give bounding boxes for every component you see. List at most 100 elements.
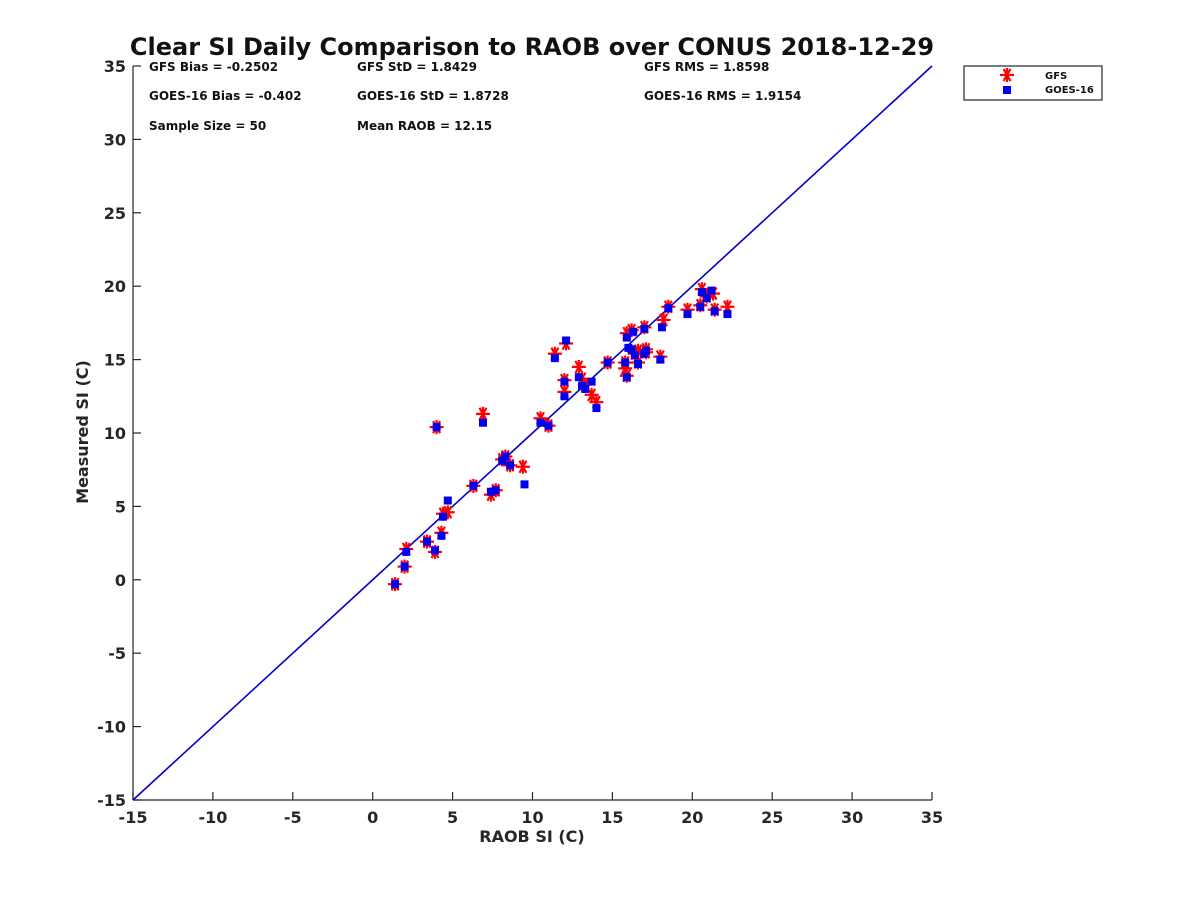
goes16-point [697, 288, 706, 297]
y-tick-label: -5 [108, 644, 126, 663]
legend-gfs-symbol [1000, 68, 1014, 82]
y-tick-label: 20 [104, 277, 126, 296]
y-axis-label: Measured SI (C) [73, 360, 92, 504]
statistics-annotations: GFS Bias = -0.2502 GFS StD = 1.8429 GFS RM… [149, 60, 801, 133]
goes16-point [640, 324, 649, 333]
y-axis-ticks: -15 -10 -5 0 5 10 15 20 25 30 35 [97, 57, 141, 810]
x-tick-label: 0 [367, 808, 378, 827]
x-tick-label: -5 [284, 808, 302, 827]
goes16-point [550, 354, 559, 363]
goes16-point [622, 333, 631, 342]
chart-title: Clear SI Daily Comparison to RAOB over C… [130, 33, 934, 61]
goes16-point [491, 486, 500, 495]
plot-area: -15 -10 -5 0 5 10 15 20 25 30 35 -15 -10 -5 0 5 10 15 20 2… [97, 57, 943, 827]
x-tick-label: -10 [198, 808, 227, 827]
goes16-point [624, 343, 633, 352]
y-tick-label: -15 [97, 791, 126, 810]
stat-goes-std: GOES-16 StD = 1.8728 [357, 89, 509, 103]
goes16-point [443, 496, 452, 505]
goes16-point [664, 304, 673, 313]
goes16-point [629, 327, 638, 336]
goes16-point [581, 384, 590, 393]
goes16-point [560, 377, 569, 386]
legend-goes16-label: GOES-16 [1045, 85, 1094, 96]
stat-gfs-rms: GFS RMS = 1.8598 [644, 60, 769, 74]
x-tick-label: 20 [681, 808, 703, 827]
gfs-point [475, 406, 490, 421]
gfs-point [571, 359, 586, 374]
goes16-point [640, 349, 649, 358]
goes16-point [696, 302, 705, 311]
goes16-point [402, 547, 411, 556]
goes16-point [431, 546, 440, 555]
goes16-point [723, 310, 732, 319]
gfs-point [515, 459, 530, 474]
y-tick-label: 25 [104, 204, 126, 223]
goes16-point [423, 537, 432, 546]
goes16-point [633, 360, 642, 369]
stat-gfs-bias: GFS Bias = -0.2502 [149, 60, 278, 74]
legend: GFS GOES-16 [963, 65, 1103, 101]
x-tick-label: 35 [921, 808, 943, 827]
goes16-point [536, 418, 545, 427]
y-tick-label: 5 [115, 497, 126, 516]
series-gfs [388, 282, 735, 592]
x-tick-label: 25 [761, 808, 783, 827]
y-tick-label: 10 [104, 424, 126, 443]
x-axis-label: RAOB SI (C) [479, 827, 584, 846]
stat-sample-size: Sample Size = 50 [149, 119, 266, 133]
legend-box [963, 65, 1103, 101]
goes16-point [683, 310, 692, 319]
goes16-point [544, 421, 553, 430]
goes16-point [592, 404, 601, 413]
goes16-point [400, 562, 409, 571]
goes16-point [439, 512, 448, 521]
goes16-point [702, 293, 711, 302]
goes16-point [498, 456, 507, 465]
legend-goes16-marker [1003, 86, 1011, 94]
stat-goes-bias: GOES-16 Bias = -0.402 [149, 89, 302, 103]
legend-goes16-symbol [1003, 86, 1011, 94]
y-tick-label: 30 [104, 130, 126, 149]
x-tick-label: 10 [521, 808, 543, 827]
goes16-point [432, 423, 441, 432]
goes16-point [621, 358, 630, 367]
one-to-one-line [132, 65, 933, 801]
y-tick-label: 35 [104, 57, 126, 76]
goes16-point [520, 480, 529, 489]
gfs-point [440, 505, 455, 520]
goes16-point [506, 461, 515, 470]
goes16-point [560, 392, 569, 401]
goes16-point [574, 373, 583, 382]
x-tick-label: 5 [447, 808, 458, 827]
legend-gfs-marker [1000, 68, 1014, 82]
goes16-point [622, 373, 631, 382]
x-tick-label: 15 [601, 808, 623, 827]
goes16-point [603, 358, 612, 367]
y-tick-label: -10 [97, 718, 126, 737]
goes16-point [437, 531, 446, 540]
goes16-point [478, 418, 487, 427]
stat-gfs-std: GFS StD = 1.8429 [357, 60, 477, 74]
goes16-point [469, 481, 478, 490]
goes16-point [587, 377, 596, 386]
x-tick-label: 30 [841, 808, 863, 827]
goes16-point [391, 580, 400, 589]
goes16-point [630, 351, 639, 360]
x-axis-ticks: -15 -10 -5 0 5 10 15 20 25 30 35 [119, 792, 943, 827]
goes16-point [657, 323, 666, 332]
x-tick-label: -15 [119, 808, 148, 827]
goes16-point [562, 336, 571, 345]
goes16-point [656, 355, 665, 364]
goes16-point [707, 286, 716, 295]
legend-gfs-label: GFS [1045, 71, 1067, 82]
y-tick-label: 0 [115, 571, 126, 590]
y-tick-label: 15 [104, 351, 126, 370]
series-goes16 [391, 286, 732, 589]
goes16-point [501, 452, 510, 461]
goes16-point [486, 487, 495, 496]
stat-goes-rms: GOES-16 RMS = 1.9154 [644, 89, 801, 103]
goes16-point [710, 307, 719, 316]
stat-mean-raob: Mean RAOB = 12.15 [357, 119, 492, 133]
